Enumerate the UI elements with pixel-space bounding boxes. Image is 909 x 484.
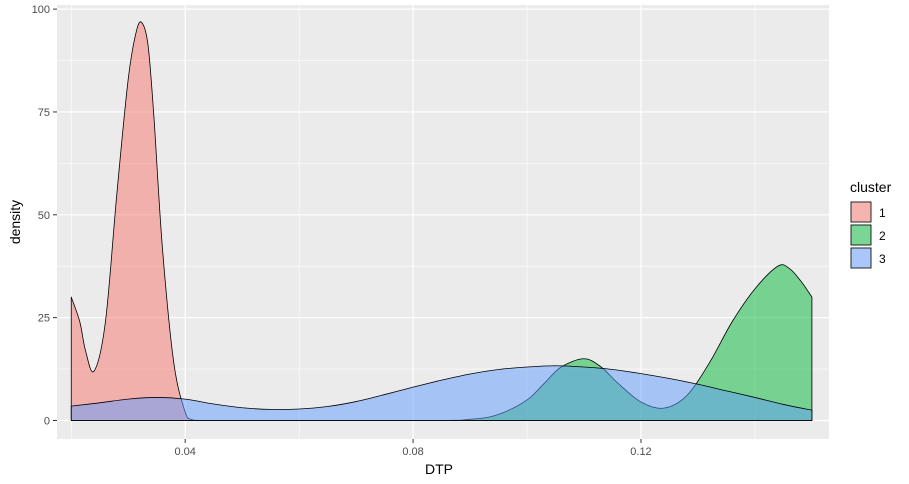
legend-label: 2 xyxy=(879,229,886,243)
legend-label: 3 xyxy=(879,252,886,266)
y-tick-label: 75 xyxy=(38,107,50,119)
y-tick-label: 0 xyxy=(44,415,50,427)
legend-item-cluster-2: 2 xyxy=(850,224,886,246)
x-tick-label: 0.12 xyxy=(630,446,651,458)
legend-label: 1 xyxy=(879,206,886,220)
x-axis-title: DTP xyxy=(425,461,453,477)
legend-swatch xyxy=(850,247,872,269)
legend-swatch xyxy=(850,224,872,246)
x-tick-label: 0.04 xyxy=(174,446,195,458)
y-tick-label: 25 xyxy=(38,313,50,325)
y-tick-label: 100 xyxy=(32,4,50,16)
density-area-cluster-3 xyxy=(70,365,813,421)
legend-swatch xyxy=(850,201,872,223)
y-axis-title: density xyxy=(7,200,23,244)
density-areas xyxy=(70,21,813,421)
legend: cluster 1 2 3 xyxy=(850,179,892,269)
legend-item-cluster-3: 3 xyxy=(850,247,886,269)
axis-ticks xyxy=(53,8,642,443)
x-axis-tick-labels: 0.04 0.08 0.12 xyxy=(174,446,651,458)
legend-item-cluster-1: 1 xyxy=(850,201,886,223)
y-tick-label: 50 xyxy=(38,210,50,222)
x-tick-label: 0.08 xyxy=(402,446,423,458)
y-axis-tick-labels: 0 25 50 75 100 xyxy=(32,4,50,427)
legend-title: cluster xyxy=(850,179,892,195)
